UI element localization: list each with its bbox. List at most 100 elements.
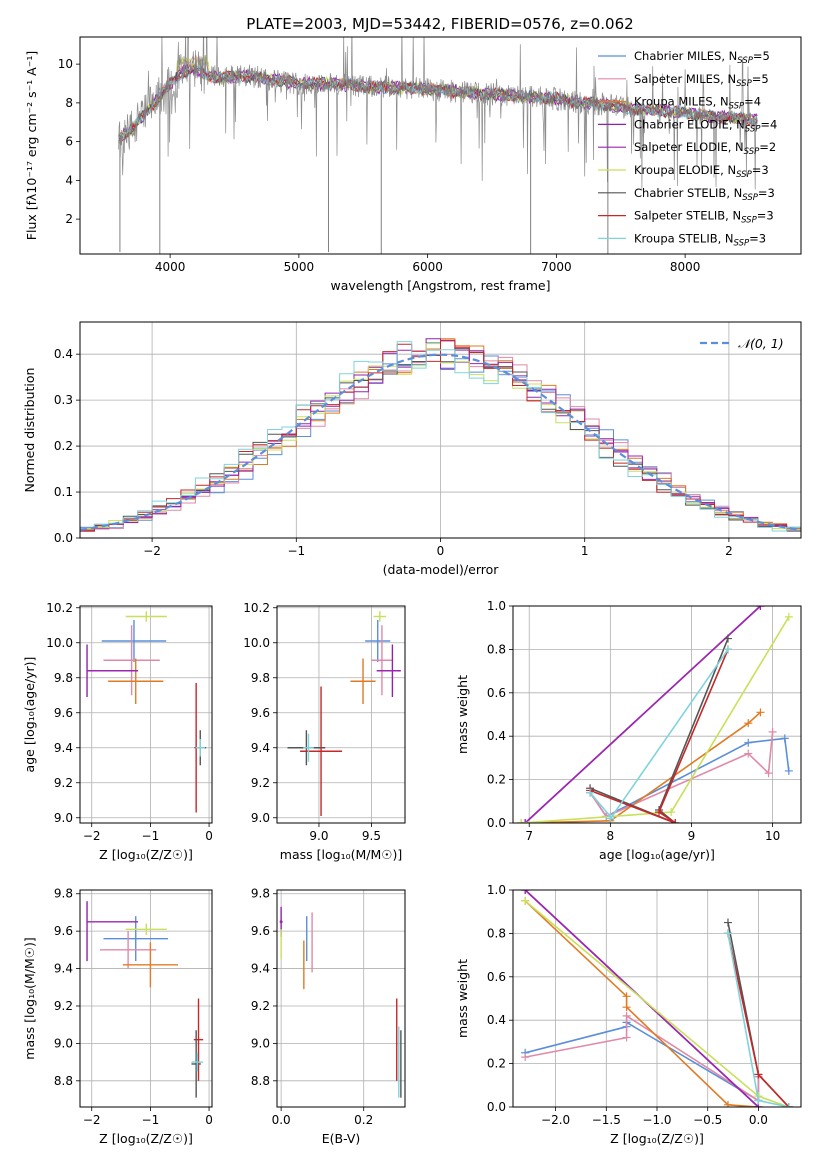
y-tick-label: 0.8 (487, 642, 506, 656)
mass-weight-line-salpeter_stelib (589, 649, 729, 823)
y-tick-label: 10.0 (243, 636, 270, 650)
y-tick-label: 0.2 (54, 439, 73, 453)
y-tick-label: 10 (58, 57, 73, 71)
legend-label: Salpeter STELIB, NSSP=3 (634, 209, 774, 226)
x-tick-label: 8000 (670, 260, 701, 274)
x-tick-label: 0.2 (354, 1113, 373, 1127)
y-tick-label: 0.6 (487, 686, 506, 700)
plus-marker (521, 1053, 530, 1062)
errorbar-point-salpeter_miles (99, 931, 157, 969)
mass-weight-line-salpeter_elodie (524, 606, 761, 823)
errorbar-point-chabrier_miles (101, 620, 167, 662)
legend-label: Chabrier MILES, NSSP=5 (634, 49, 770, 66)
x-tick-label: 9.5 (362, 829, 381, 843)
y-tick-label: 9.4 (54, 962, 73, 976)
normal-curve (80, 353, 801, 531)
y-tick-label: 9.2 (251, 999, 270, 1013)
panel-residuals: −2 −1 0 1 2 0.0 0.1 0.2 0.3 0.4 (data-model)/error… (22, 321, 802, 577)
y-tick-label: 9.0 (54, 1036, 73, 1050)
y-tick-label: 10.2 (46, 601, 73, 615)
errorbar-point-kroupa_elodie (373, 611, 387, 622)
y-tick-label: 9.8 (251, 671, 270, 685)
plus-marker (622, 1033, 631, 1042)
plus-marker (622, 1011, 631, 1020)
panel-mass_vs_Z: −2 −1 0 8.8 9.0 9.2 9.4 9.6 9.8 Z [log₁₀(Z/Z☉)] ma… (22, 887, 213, 1146)
plus-marker (521, 819, 530, 823)
x-tick-label: 10 (765, 829, 780, 843)
plus-marker (671, 819, 680, 823)
y-axis-label: age [log₁₀(age/yr)] (22, 657, 37, 773)
y-tick-label: 0.4 (54, 347, 73, 361)
x-tick-label: −1 (142, 1113, 160, 1127)
x-tick-label: 1 (581, 544, 589, 558)
y-axis-label: Normed distribution (22, 368, 37, 493)
x-tick-label: −1 (287, 544, 305, 558)
errorbar-point-kroupa_elodie (125, 923, 167, 935)
x-tick-label: 0.0 (272, 1113, 291, 1127)
x-tick-label: −2 (83, 1113, 101, 1127)
axes-frame (79, 889, 213, 1108)
plot-area (86, 901, 204, 1098)
y-tick-label: 9.6 (251, 706, 270, 720)
y-tick-label: 10.0 (46, 636, 73, 650)
y-tick-label: 10.2 (243, 601, 270, 615)
x-axis-label: wavelength [Angstrom, rest frame] (330, 278, 550, 293)
plus-marker (744, 749, 753, 758)
y-tick-label: 1.0 (487, 883, 506, 897)
y-axis-label: mass weight (455, 959, 470, 1038)
x-tick-label: −2 (83, 829, 101, 843)
mass-weight-line-kroupa_miles (521, 711, 761, 823)
x-tick-label: 4000 (155, 260, 186, 274)
plot-area (517, 606, 793, 823)
mass-weight-line-chabrier_stelib (589, 638, 729, 823)
x-tick-label: 0 (205, 1113, 213, 1127)
axes-frame (79, 36, 802, 255)
plot-area (118, 37, 758, 254)
y-tick-label: 9.8 (54, 671, 73, 685)
errorbar-point-chabrier_miles (365, 620, 391, 662)
observed-spectrum (118, 37, 758, 191)
panel-age_vs_mass: 9.0 9.5 9.0 9.2 9.4 9.6 9.8 10.0 10.2 mass [log₁₀… (243, 601, 406, 862)
errorbar-point-salpeter_miles (103, 625, 160, 696)
panel-mass_weight_vs_age: 7 8 9 10 0.0 0.2 0.4 0.6 0.8 1.0 age [log₁₀(age/yr… (455, 599, 802, 862)
plus-marker (768, 727, 777, 736)
legend-label: Salpeter ELODIE, NSSP=2 (634, 140, 776, 157)
plus-marker (606, 814, 615, 823)
errorbar-point-kroupa_elodie (125, 611, 167, 622)
residual-histogram-kroupa_stelib (80, 341, 801, 532)
x-axis-label: Z [log₁₀(Z/Z☉)] (99, 1131, 193, 1146)
y-tick-label: 8.8 (251, 1074, 270, 1088)
x-tick-label: −0.5 (693, 1113, 722, 1127)
y-tick-label: 8.8 (54, 1074, 73, 1088)
y-tick-label: 0.2 (487, 773, 506, 787)
y-tick-label: 0.4 (487, 1013, 506, 1027)
errorbar-point-kroupa_stelib (303, 733, 314, 762)
panel-mass_weight_vs_Z: −2.0 −1.5 −1.0 −0.5 0.0 0.0 0.2 0.4 0.6 0.8 1.0 Z [… (455, 883, 802, 1146)
errorbar-point-chabrier_stelib (191, 1030, 201, 1098)
legend-label: 𝒩(0, 1) (738, 336, 784, 351)
y-tick-label: 0.8 (487, 926, 506, 940)
plus-marker (744, 738, 753, 747)
x-tick-label: −1.0 (642, 1113, 671, 1127)
plus-marker (744, 719, 753, 728)
y-tick-label: 8 (65, 96, 73, 110)
y-axis-label: Flux [fλ10⁻¹⁷ erg cm⁻² s⁻¹ A⁻¹] (24, 51, 39, 240)
plus-marker (754, 1070, 763, 1079)
errorbar-point-kroupa_miles (350, 658, 376, 704)
y-tick-label: 9.4 (251, 962, 270, 976)
errorbar-point-kroupa_miles (108, 658, 164, 704)
x-tick-label: 9 (688, 829, 696, 843)
plot-area (86, 611, 207, 813)
x-tick-label: −2 (143, 544, 161, 558)
residual-histogram-salpeter_stelib (80, 339, 801, 532)
plus-marker (723, 1100, 732, 1107)
y-tick-label: 0.0 (487, 1100, 506, 1114)
x-tick-label: 9.0 (309, 829, 328, 843)
plus-marker (723, 645, 732, 654)
legend-label: Kroupa ELODIE, NSSP=3 (634, 163, 769, 180)
y-tick-label: 9.2 (54, 776, 73, 790)
y-tick-label: 0.1 (54, 485, 73, 499)
plus-marker (622, 992, 631, 1001)
x-tick-label: 6000 (412, 260, 443, 274)
